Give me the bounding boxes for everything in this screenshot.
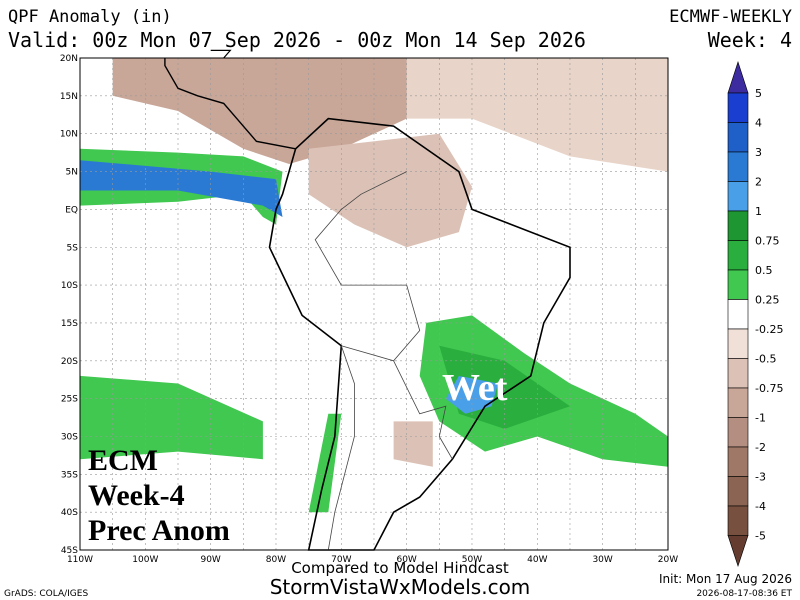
colorbar-cell: [727, 240, 749, 271]
colorbar-label: -5: [755, 530, 766, 543]
lat-label: 10N: [60, 130, 78, 140]
lon-label: 50W: [462, 555, 482, 565]
colorbar-label: 3: [755, 146, 762, 159]
colorbar-cell: [727, 446, 749, 477]
lat-label: 45S: [61, 546, 78, 556]
lat-label: 15N: [60, 92, 78, 102]
colorbar-cell: [727, 299, 749, 330]
colorbar-cell: [727, 387, 749, 418]
anomaly-region: [393, 421, 433, 467]
lon-label: 20W: [658, 555, 678, 565]
colorbar-cell: [727, 328, 749, 359]
lat-label: 15S: [61, 319, 78, 329]
site: StormVistaWxModels.com: [270, 575, 531, 599]
colorbar-label: 4: [755, 117, 762, 130]
title: QPF Anomaly (in): [8, 7, 172, 27]
anomaly-region: [308, 413, 342, 513]
colorbar-cell: [727, 505, 749, 536]
wet-label: Wet: [442, 367, 508, 409]
colorbar-cell: [727, 181, 749, 212]
init: Init: Mon 17 Aug 2026: [659, 572, 792, 586]
border: [327, 345, 355, 551]
colorbar-label: -0.75: [755, 382, 783, 395]
coastline: [268, 117, 571, 551]
colorbar-label: 0.5: [755, 264, 773, 277]
colorbar-label: 0.75: [755, 235, 780, 248]
colorbar-label: -1: [755, 412, 766, 425]
coastline: [210, 49, 232, 59]
lat-label: 5N: [66, 168, 78, 178]
stamp: 2026-08-17-08:36 ET: [696, 589, 792, 599]
map: [80, 49, 668, 551]
lat-label: 40S: [61, 508, 78, 518]
lon-label: 110W: [67, 555, 93, 565]
lon-label: 60W: [396, 555, 416, 565]
colorbar-cap: [727, 535, 749, 567]
border: [393, 360, 453, 460]
colorbar-cell: [727, 151, 749, 182]
colorbar-cell: [727, 92, 749, 123]
border: [314, 171, 421, 362]
coastline: [164, 58, 296, 150]
colorbar: 5 4 3 2 1 0.75 0.5 0.25 -0.25 -0.5 -0.75 -1 -2 -3 -4 -5: [727, 61, 783, 567]
colorbar-label: 5: [755, 87, 762, 100]
colorbar-cap: [727, 61, 749, 94]
colorbar-label: -0.5: [755, 353, 776, 366]
lat-label: 25S: [61, 395, 78, 405]
lat-label: 20S: [61, 357, 78, 367]
lon-label: 100W: [132, 555, 158, 565]
lat-label: 30S: [61, 433, 78, 443]
lon-label: 40W: [527, 555, 547, 565]
lon-label: 70W: [331, 555, 351, 565]
lon-label: 80W: [266, 555, 286, 565]
prec-label: Prec Anom: [88, 514, 230, 547]
map-border: [79, 57, 669, 551]
colorbar-label: -3: [755, 471, 766, 484]
lat-label: EQ: [65, 205, 78, 215]
lon-label: 90W: [200, 555, 220, 565]
anomaly-region: [80, 160, 283, 217]
colorbar-cell: [727, 122, 749, 153]
lat-label: 35S: [61, 470, 78, 480]
anomaly-region: [112, 58, 407, 164]
week-label: Week-4: [88, 479, 185, 512]
colorbar-cell: [727, 269, 749, 300]
lat-label: 10S: [61, 281, 78, 291]
compared: Compared to Model Hindcast: [291, 559, 509, 577]
colorbar-cell: [727, 476, 749, 507]
ecm-label: ECM: [88, 444, 158, 477]
colorbar-label: 0.25: [755, 294, 780, 307]
week: Week: 4: [708, 28, 792, 52]
lon-label: 30W: [592, 555, 612, 565]
colorbar-cell: [727, 210, 749, 241]
grads: GrADS: COLA/IGES: [4, 589, 88, 599]
colorbar-cell: [727, 417, 749, 448]
lat-label: 20N: [60, 54, 78, 64]
lat-label: 5S: [67, 243, 79, 253]
colorbar-cell: [727, 358, 749, 389]
model: ECMWF-WEEKLY: [669, 7, 792, 27]
valid: Valid: 00z Mon 07 Sep 2026 - 00z Mon 14 …: [8, 28, 586, 52]
colorbar-label: -4: [755, 500, 766, 513]
colorbar-label: 1: [755, 205, 762, 218]
anomaly-region: [308, 133, 472, 248]
colorbar-label: 2: [755, 176, 762, 189]
anomaly-region: [80, 375, 263, 460]
colorbar-label: -0.25: [755, 323, 783, 336]
colorbar-label: -2: [755, 441, 766, 454]
